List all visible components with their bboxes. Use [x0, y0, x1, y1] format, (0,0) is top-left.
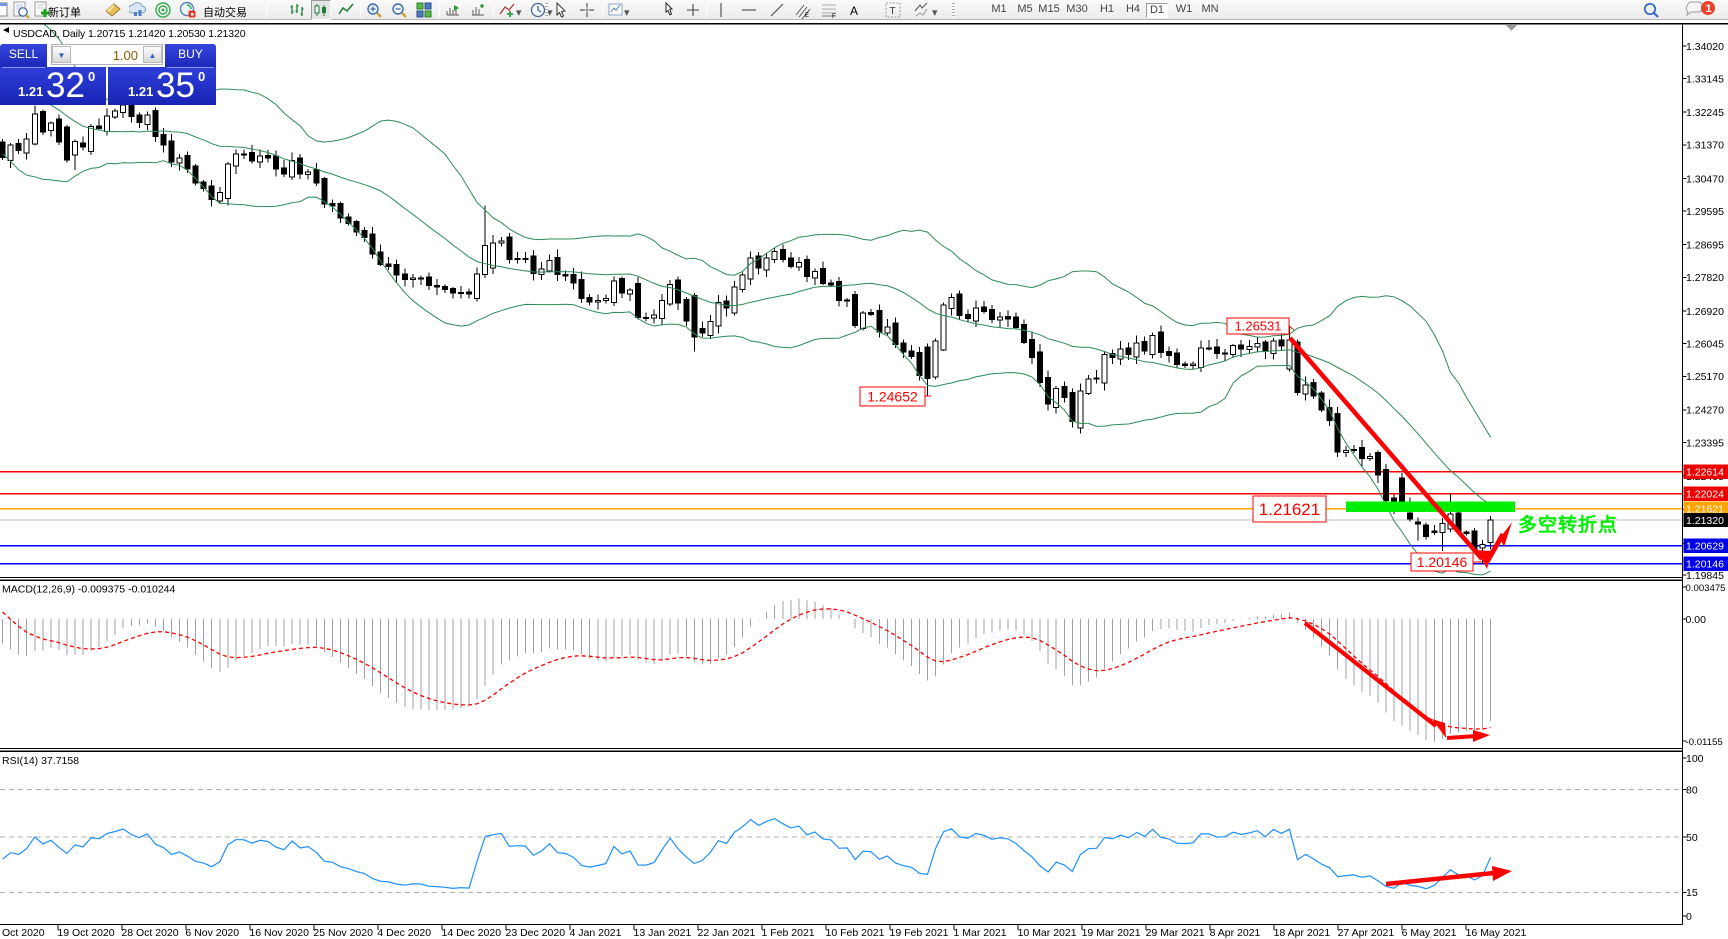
svg-text:27 Apr 2021: 27 Apr 2021	[1338, 927, 1395, 939]
svg-text:1.19845: 1.19845	[1686, 570, 1724, 582]
svg-text:E: E	[805, 13, 809, 19]
svg-text:19 Mar 2021: 19 Mar 2021	[1082, 927, 1141, 939]
svg-text:4 Jan 2021: 4 Jan 2021	[570, 927, 622, 939]
svg-text:1.23395: 1.23395	[1686, 437, 1724, 449]
svg-text:F: F	[832, 14, 836, 19]
svg-text:6 Nov 2020: 6 Nov 2020	[185, 927, 239, 939]
svg-text:USDCAD, Daily 1.20715 1.21420: USDCAD, Daily 1.20715 1.21420 1.20530 1.…	[13, 28, 246, 40]
svg-text:10 Mar 2021: 10 Mar 2021	[1018, 927, 1077, 939]
svg-text:RSI(14) 37.7158: RSI(14) 37.7158	[2, 755, 79, 767]
svg-text:15: 15	[1686, 887, 1698, 899]
svg-text:19 Feb 2021: 19 Feb 2021	[890, 927, 949, 939]
svg-text:1.29595: 1.29595	[1686, 206, 1724, 218]
svg-text:1.32245: 1.32245	[1686, 107, 1724, 119]
svg-text:8 Apr 2021: 8 Apr 2021	[1210, 927, 1261, 939]
svg-text:10 Feb 2021: 10 Feb 2021	[826, 927, 885, 939]
svg-text:1.24270: 1.24270	[1686, 405, 1724, 417]
svg-text:80: 80	[1686, 784, 1698, 796]
svg-text:6 May 2021: 6 May 2021	[1402, 927, 1457, 939]
svg-text:13 Jan 2021: 13 Jan 2021	[634, 927, 692, 939]
svg-text:14 Dec 2020: 14 Dec 2020	[442, 927, 502, 939]
svg-text:1 Feb 2021: 1 Feb 2021	[762, 927, 815, 939]
svg-text:0.003475: 0.003475	[1686, 583, 1726, 594]
svg-text:1.30470: 1.30470	[1686, 173, 1724, 185]
svg-text:100: 100	[1686, 753, 1704, 765]
svg-text:1.31370: 1.31370	[1686, 140, 1724, 152]
svg-text:Oct 2020: Oct 2020	[2, 927, 45, 939]
svg-text:MACD(12,26,9) -0.009375 -0.010: MACD(12,26,9) -0.009375 -0.010244	[2, 584, 176, 596]
svg-text:23 Dec 2020: 23 Dec 2020	[506, 927, 566, 939]
svg-text:1.20146: 1.20146	[1417, 554, 1468, 570]
svg-text:18 Apr 2021: 18 Apr 2021	[1274, 927, 1331, 939]
svg-text:1: 1	[1706, 3, 1712, 15]
svg-text:28 Oct 2020: 28 Oct 2020	[121, 927, 178, 939]
svg-text:50: 50	[1686, 832, 1698, 844]
svg-text:1.25170: 1.25170	[1686, 371, 1724, 383]
svg-text:25 Nov 2020: 25 Nov 2020	[313, 927, 373, 939]
svg-text:22 Jan 2021: 22 Jan 2021	[698, 927, 756, 939]
svg-text:1.21320: 1.21320	[1686, 515, 1724, 527]
svg-text:16 Nov 2020: 16 Nov 2020	[249, 927, 309, 939]
svg-text:1.26920: 1.26920	[1686, 306, 1724, 318]
svg-text:0.00: 0.00	[1686, 614, 1707, 626]
svg-text:多空转折点: 多空转折点	[1518, 513, 1618, 536]
svg-text:16 May 2021: 16 May 2021	[1466, 927, 1527, 939]
svg-text:1.21621: 1.21621	[1259, 500, 1320, 519]
svg-text:1.21621: 1.21621	[1686, 504, 1724, 516]
svg-text:0: 0	[1686, 911, 1692, 923]
svg-text:1.28695: 1.28695	[1686, 240, 1724, 252]
svg-text:1.22614: 1.22614	[1686, 467, 1724, 479]
svg-text:1.20629: 1.20629	[1686, 541, 1724, 553]
svg-text:29 Mar 2021: 29 Mar 2021	[1146, 927, 1205, 939]
svg-text:1.24652: 1.24652	[867, 389, 918, 405]
svg-text:1.27820: 1.27820	[1686, 272, 1724, 284]
svg-text:1.34020: 1.34020	[1686, 41, 1724, 53]
svg-text:1.26531: 1.26531	[1235, 319, 1282, 334]
svg-text:4 Dec 2020: 4 Dec 2020	[377, 927, 431, 939]
svg-text:1 Mar 2021: 1 Mar 2021	[954, 927, 1007, 939]
svg-text:-0.01155: -0.01155	[1686, 737, 1723, 748]
svg-text:T: T	[890, 6, 896, 17]
svg-text:1.26045: 1.26045	[1686, 338, 1724, 350]
svg-text:1.22024: 1.22024	[1686, 489, 1724, 501]
svg-text:19 Oct 2020: 19 Oct 2020	[57, 927, 114, 939]
svg-text:1.33145: 1.33145	[1686, 74, 1724, 86]
svg-text:1.20146: 1.20146	[1686, 559, 1724, 571]
